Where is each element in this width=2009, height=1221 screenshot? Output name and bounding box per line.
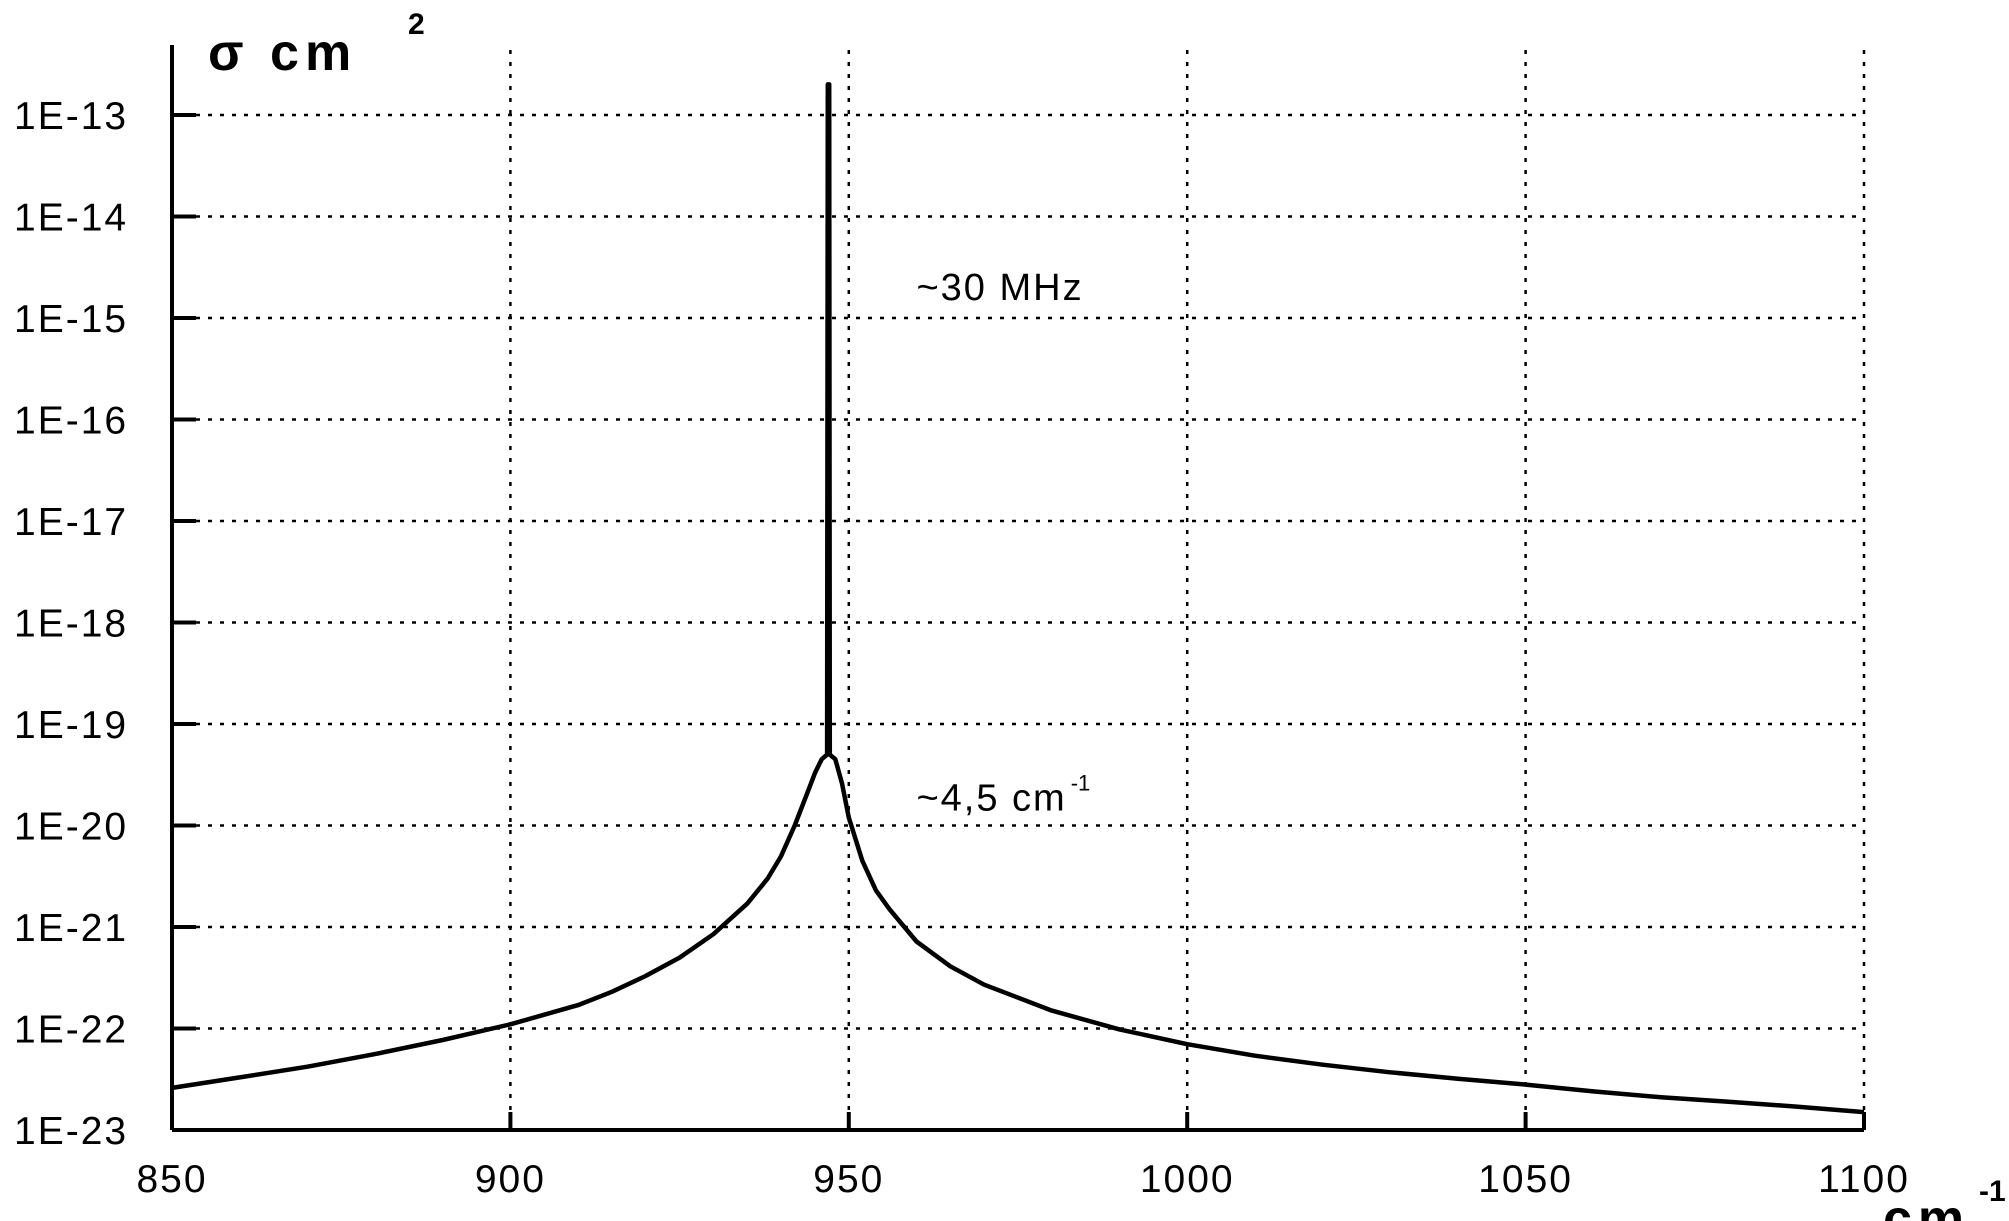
series-line <box>171 82 1865 1115</box>
x-tick-label: 900 <box>475 1158 546 1201</box>
x-tick-label: 1050 <box>1478 1158 1573 1201</box>
x-axis-label-superscript: -1 <box>1979 1175 2006 1208</box>
y-tick-label: 1E-20 <box>14 806 128 849</box>
x-tick-label: 850 <box>136 1158 207 1201</box>
y-tick-label: 1E-17 <box>14 501 128 544</box>
x-tick-label: 1000 <box>1140 1158 1235 1201</box>
axes <box>170 45 1864 1132</box>
annotation-broad-linewidth-superscript: -1 <box>1071 771 1091 796</box>
annotations: ~30 MHz ~4,5 cm -1 <box>916 267 1090 820</box>
y-tick-labels: 1E-23 1E-22 1E-21 1E-20 1E-19 1E-18 1E-17 1E-16… <box>14 95 196 1153</box>
x-tick-label: 1100 <box>1818 1158 1910 1201</box>
y-axis-label: σ cm <box>208 24 357 82</box>
x-tick-label: 950 <box>813 1158 884 1201</box>
x-tick-labels: 850 900 950 1000 1050 1100 <box>136 1112 1910 1201</box>
y-tick-label: 1E-16 <box>14 400 128 443</box>
y-tick-label: 1E-23 <box>14 1110 128 1153</box>
y-tick-label: 1E-22 <box>14 1009 128 1052</box>
y-tick-label: 1E-13 <box>14 95 128 138</box>
y-tick-label: 1E-19 <box>14 704 128 747</box>
x-axis-label: cm <box>1883 1190 1970 1221</box>
grid-lines <box>172 50 1866 1130</box>
y-axis-label-superscript: 2 <box>408 8 425 41</box>
y-tick-label: 1E-15 <box>14 298 128 341</box>
y-tick-label: 1E-14 <box>14 197 128 240</box>
annotation-narrow-linewidth: ~30 MHz <box>916 267 1083 309</box>
y-tick-label: 1E-18 <box>14 603 128 646</box>
y-tick-label: 1E-21 <box>14 907 128 950</box>
annotation-broad-linewidth: ~4,5 cm <box>916 778 1066 820</box>
